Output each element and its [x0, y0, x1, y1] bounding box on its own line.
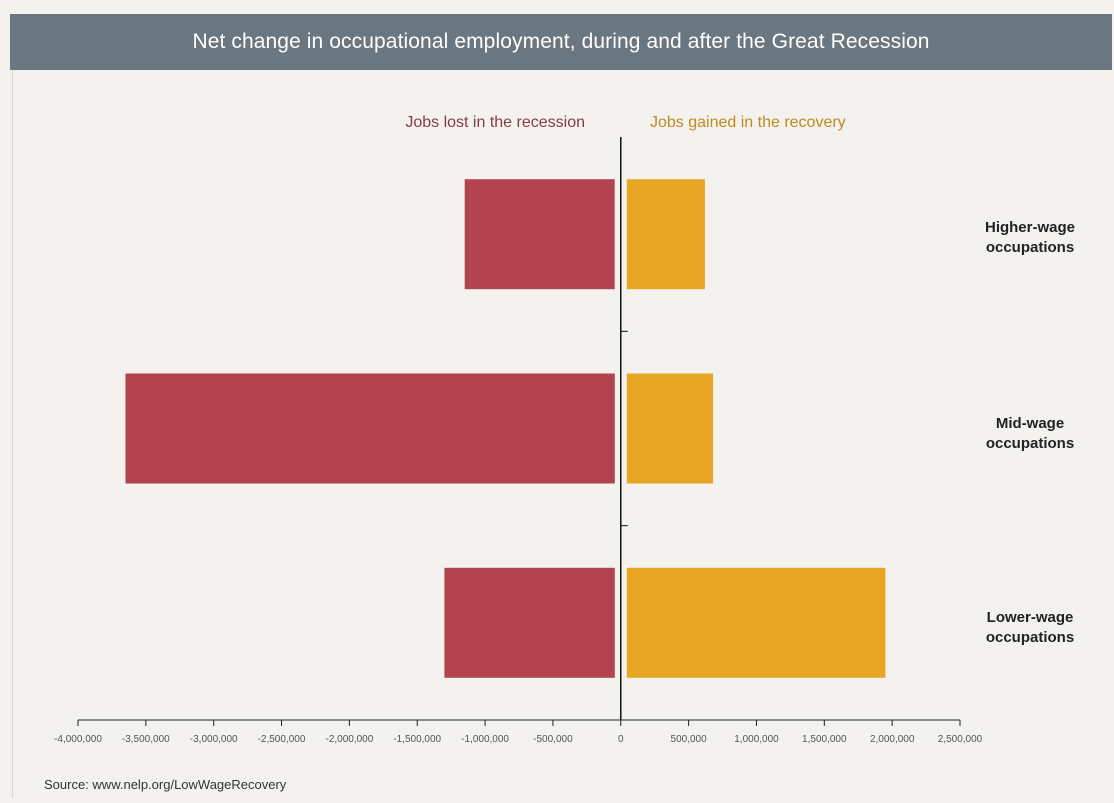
x-tick-label: -2,000,000 [325, 734, 373, 745]
bar-jobs-lost-lower-wage-occupations [444, 567, 615, 678]
x-tick-label: -2,500,000 [258, 734, 306, 745]
chart-frame [12, 70, 1111, 798]
x-tick-label: 0 [618, 734, 624, 745]
x-tick-label: -1,500,000 [393, 734, 441, 745]
x-tick-label: 500,000 [671, 734, 708, 745]
bar-jobs-lost-mid-wage-occupations [125, 373, 615, 484]
category-label-mid-wage: Mid-wage occupations [985, 415, 1075, 452]
bar-jobs-lost-higher-wage-occupations [464, 179, 615, 290]
x-tick-label: -500,000 [533, 734, 573, 745]
category-label-lower-wage: Lower-wage occupations [985, 609, 1075, 646]
legend-jobs-lost: Jobs lost in the recession [405, 114, 585, 131]
x-tick-label: -1,000,000 [461, 734, 509, 745]
x-tick-label: -4,000,000 [54, 734, 102, 745]
category-label-higher-wage: Higher-wage occupations [984, 219, 1075, 256]
chart-title-bar: Net change in occupational employment, d… [10, 14, 1112, 70]
legend-jobs-gained: Jobs gained in the recovery [650, 114, 846, 131]
bar-jobs-gained-mid-wage-occupations [626, 373, 714, 484]
x-tick-label: 1,000,000 [734, 734, 779, 745]
x-tick-label: 2,000,000 [870, 734, 915, 745]
source-note: Source: www.nelp.org/LowWageRecovery [44, 777, 287, 792]
bar-jobs-gained-lower-wage-occupations [626, 567, 886, 678]
x-tick-label: 2,500,000 [938, 734, 983, 745]
x-tick-label: 1,500,000 [802, 734, 847, 745]
chart-title: Net change in occupational employment, d… [192, 30, 930, 53]
bar-jobs-gained-higher-wage-occupations [626, 179, 705, 290]
x-tick-label: -3,500,000 [122, 734, 170, 745]
x-tick-label: -3,000,000 [190, 734, 238, 745]
